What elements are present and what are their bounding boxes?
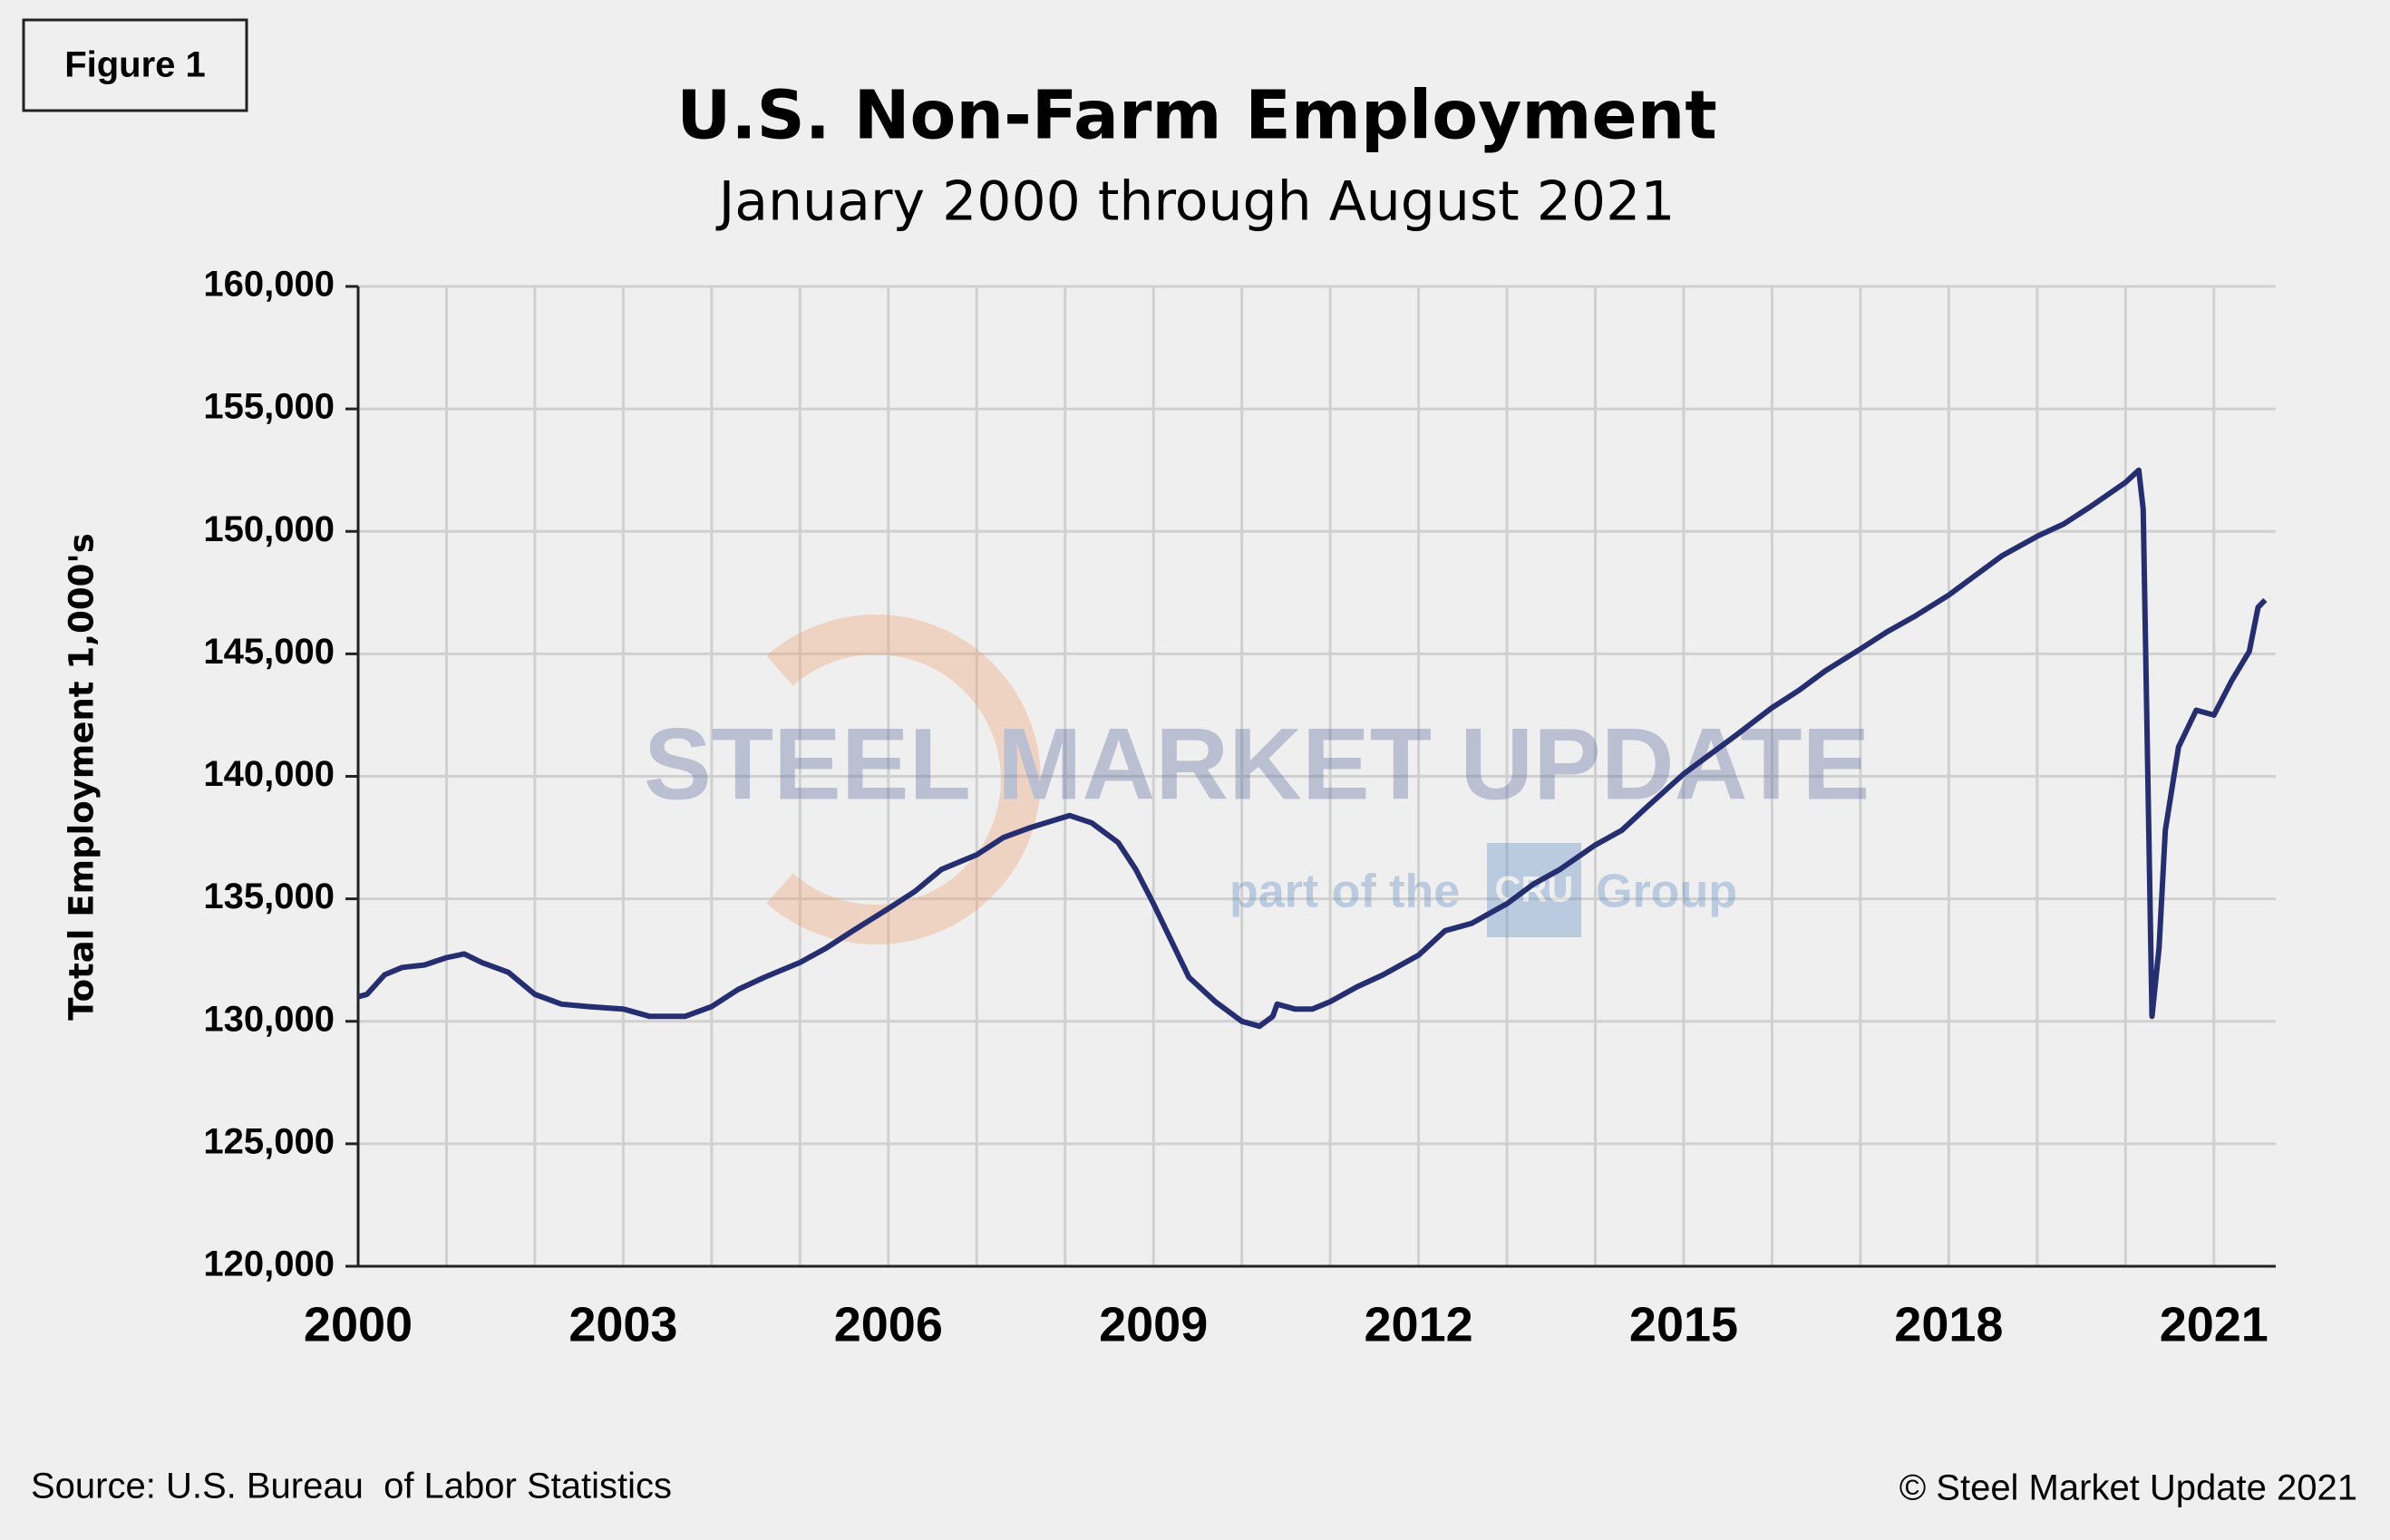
y-tick-label: 150,000 <box>203 509 335 549</box>
y-tick-label: 145,000 <box>203 632 335 672</box>
watermark-tagline: Group <box>1596 866 1737 918</box>
x-tick-label: 2018 <box>1894 1297 2003 1351</box>
x-tick-label: 2006 <box>834 1297 943 1351</box>
watermark-brand: STEEL MARKET UPDATE <box>644 708 1870 821</box>
watermark-arc <box>766 615 1041 944</box>
y-tick-label: 155,000 <box>203 387 335 427</box>
watermark-tagline: part of the <box>1229 866 1460 918</box>
chart-subtitle: January 2000 through August 2021 <box>715 170 1676 234</box>
y-tick-label: 140,000 <box>203 754 335 794</box>
figure-label: Figure 1 <box>64 45 206 85</box>
copyright-note: © Steel Market Update 2021 <box>1899 1468 2357 1508</box>
x-tick-label: 2012 <box>1365 1297 1473 1351</box>
figure-box <box>22 18 248 112</box>
y-tick-label: 120,000 <box>203 1245 335 1284</box>
x-tick-label: 2015 <box>1629 1297 1738 1351</box>
data-line <box>357 467 2268 1030</box>
source-note: Source: U.S. Bureau of Labor Statistics <box>31 1467 672 1506</box>
y-axis-title: Total Employment 1,000's <box>63 533 102 1020</box>
watermark: STEEL MARKET UPDATE part of the CRU Grou… <box>644 615 1870 944</box>
chart-title: U.S. Non-Farm Employment <box>676 77 1716 155</box>
y-tick-label: 160,000 <box>203 265 335 305</box>
y-tick-label: 130,000 <box>203 999 335 1039</box>
watermark-logo-box <box>1487 843 1581 937</box>
y-tick-label: 135,000 <box>203 877 335 916</box>
y-tick-label: 125,000 <box>203 1121 335 1161</box>
x-tick-label: 2000 <box>304 1297 413 1351</box>
x-tick-label: 2021 <box>2160 1297 2269 1351</box>
x-tick-label: 2003 <box>568 1297 677 1351</box>
x-tick-label: 2009 <box>1099 1297 1208 1351</box>
